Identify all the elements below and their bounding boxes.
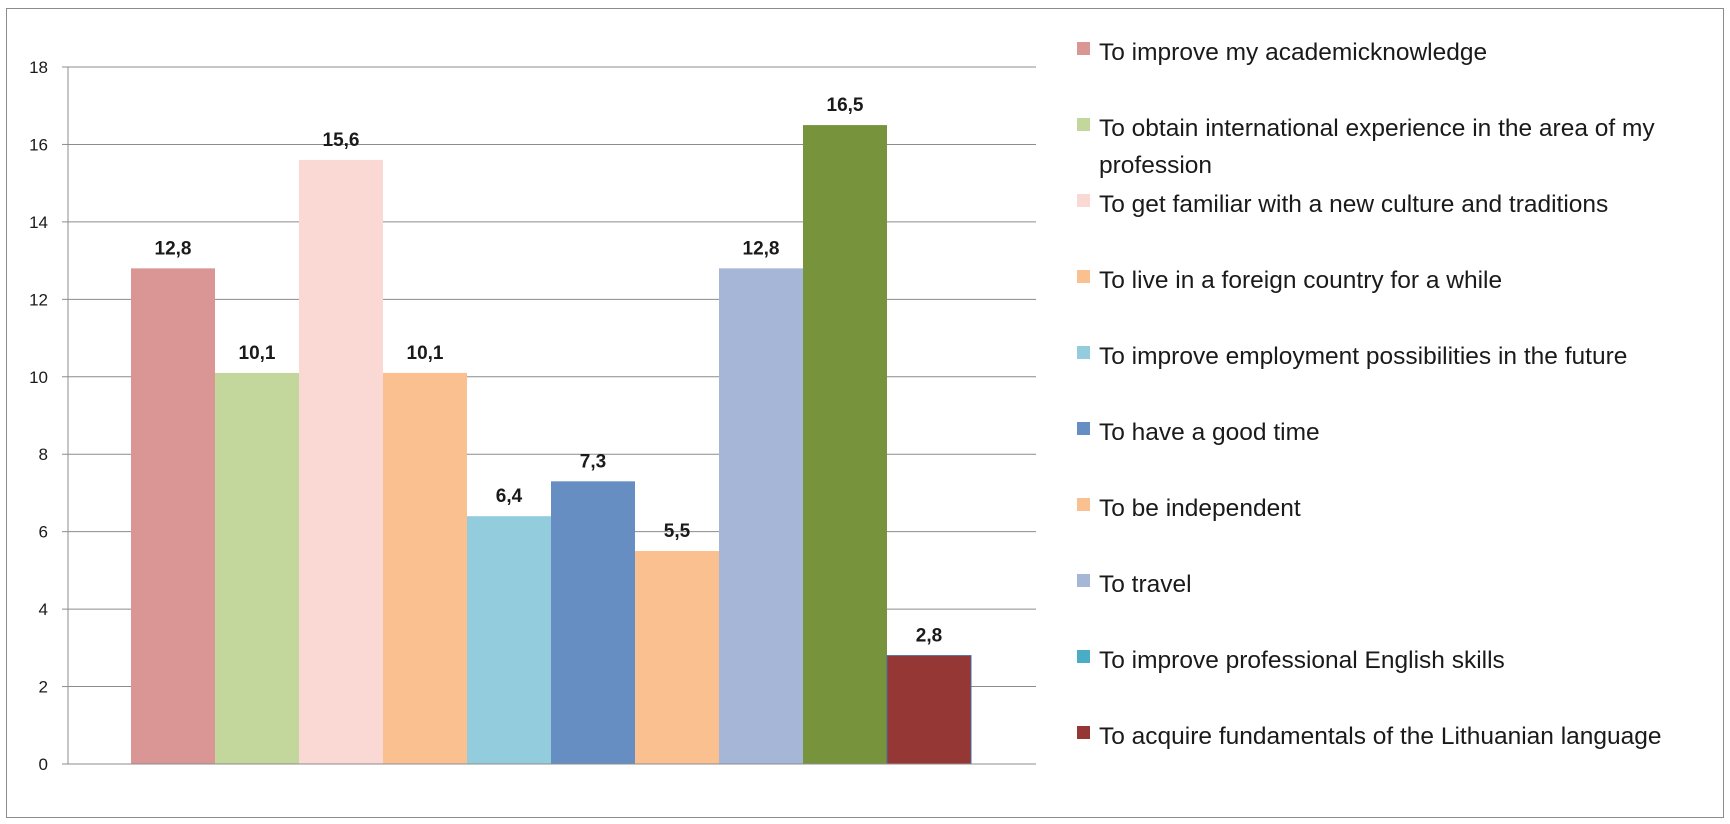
legend-label: To have a good time	[1099, 419, 1320, 446]
y-tick-label: 12	[29, 290, 48, 309]
legend-item: To get familiar with a new culture and t…	[1077, 186, 1608, 223]
data-label: 7,3	[580, 451, 606, 472]
bars	[131, 125, 972, 765]
bar	[215, 372, 299, 764]
legend-swatch	[1077, 422, 1090, 435]
bar	[467, 516, 551, 764]
y-tick-label: 6	[39, 523, 48, 542]
y-tick-label: 16	[29, 135, 48, 154]
data-label: 12,8	[155, 238, 192, 259]
y-tick-label: 14	[29, 213, 48, 232]
y-axis-tick-labels: 0 2 4 6 8 10 12 14 16 18	[29, 58, 48, 774]
y-tick-label: 18	[29, 58, 48, 77]
legend-swatch	[1077, 194, 1090, 207]
legend-item: To live in a foreign country for a while	[1077, 262, 1502, 299]
legend-item: To acquire fundamentals of the Lithuania…	[1077, 718, 1662, 755]
legend-swatch	[1077, 574, 1090, 587]
data-labels: 12,8 10,1 15,6 10,1 6,4 7,3 5,5 12,8 16,5 2,8	[155, 95, 943, 646]
legend-swatch	[1077, 726, 1090, 739]
legend-label: To acquire fundamentals of the Lithuania…	[1099, 723, 1662, 750]
y-tick-label: 0	[39, 755, 48, 774]
data-label: 10,1	[239, 343, 276, 364]
y-tick-label: 2	[39, 678, 48, 697]
legend-label: To get familiar with a new culture and t…	[1099, 191, 1609, 218]
bar	[551, 481, 635, 764]
y-tick-label: 4	[39, 600, 48, 619]
y-tick-label: 10	[29, 368, 48, 387]
data-label: 15,6	[323, 130, 360, 151]
legend-label: To travel	[1099, 571, 1192, 598]
data-label: 2,8	[916, 626, 942, 647]
bar	[635, 551, 719, 764]
legend-label: To improve employment possibilities in t…	[1099, 343, 1628, 370]
legend-swatch	[1077, 498, 1090, 511]
legend-item: To have a good time	[1077, 414, 1320, 451]
legend-swatch	[1077, 42, 1090, 55]
legend-label: To be independent	[1099, 495, 1301, 522]
data-label: 5,5	[664, 521, 691, 542]
legend-item: To improve employment possibilities in t…	[1077, 338, 1627, 375]
legend-item: To travel	[1077, 566, 1192, 603]
data-label: 12,8	[743, 238, 780, 259]
bar	[383, 372, 467, 764]
legend-item: To be independent	[1077, 490, 1301, 527]
legend-item: To obtain international experience in th…	[1077, 110, 1722, 184]
legend-swatch	[1077, 118, 1090, 131]
y-tick-label: 8	[39, 445, 48, 464]
bar	[719, 268, 803, 764]
data-label: 6,4	[496, 486, 523, 507]
legend-swatch	[1077, 650, 1090, 663]
bar	[803, 125, 887, 765]
bar	[886, 655, 972, 765]
legend-label: To improve my academicknowledge	[1099, 39, 1488, 66]
legend-item: To improve professional English skills	[1077, 642, 1505, 679]
legend-swatch	[1077, 270, 1090, 283]
legend-label: To improve professional English skills	[1099, 647, 1505, 674]
legend-label: To live in a foreign country for a while	[1099, 267, 1503, 294]
bar	[299, 159, 383, 764]
legend-label: To obtain international experience in th…	[1099, 115, 1655, 179]
legend-item: To improve my academicknowledge	[1077, 34, 1487, 71]
legend-swatch	[1077, 346, 1090, 359]
axes	[67, 67, 1036, 765]
data-label: 10,1	[407, 343, 444, 364]
bar	[131, 268, 215, 764]
data-label: 16,5	[827, 95, 864, 116]
